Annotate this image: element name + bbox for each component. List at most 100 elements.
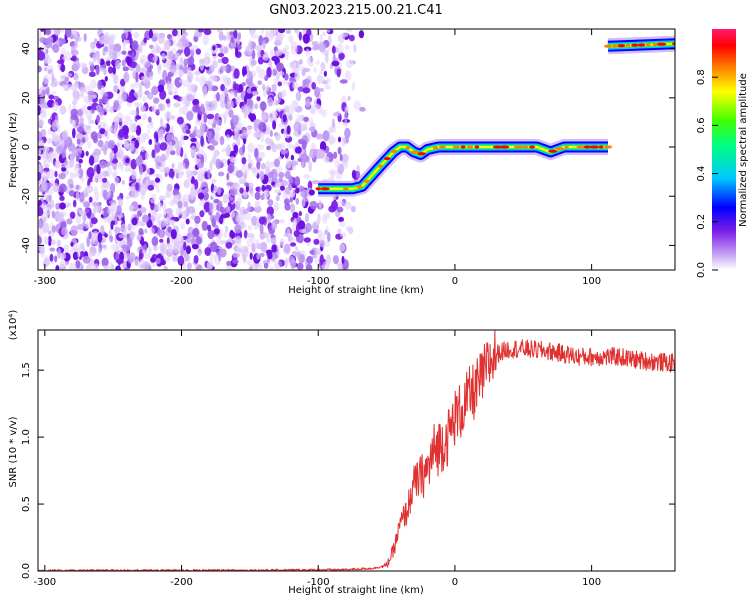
noise-blob	[74, 36, 82, 42]
noise-blob	[131, 170, 137, 180]
noise-blob	[156, 201, 163, 211]
noise-blob	[220, 101, 227, 109]
noise-blob	[148, 245, 152, 256]
noise-blob	[251, 70, 257, 77]
noise-blob	[258, 216, 266, 225]
noise-blob	[292, 81, 299, 90]
noise-blob	[243, 229, 248, 239]
noise-blob	[231, 114, 239, 126]
snr-ticks: -300 -200 -100 0 100 0.0 0.5 1.0 1.5	[21, 330, 675, 588]
noise-blob	[114, 121, 119, 131]
noise-blob	[166, 80, 171, 92]
noise-blob	[135, 63, 141, 73]
signal-track-peak	[460, 145, 466, 149]
noise-blob	[47, 118, 52, 124]
noise-blob	[267, 199, 274, 207]
noise-blob	[315, 60, 320, 65]
noise-blob	[339, 79, 348, 84]
noise-blob	[40, 29, 45, 32]
noise-blob	[176, 40, 183, 50]
noise-blob	[226, 260, 232, 266]
noise-blob	[258, 121, 267, 131]
noise-blob	[248, 29, 256, 35]
noise-blob	[51, 73, 55, 84]
noise-blob	[143, 37, 147, 44]
noise-blob	[55, 265, 60, 270]
noise-blob	[129, 37, 133, 45]
noise-blob	[38, 51, 46, 61]
signal-track-peak	[315, 187, 321, 191]
figure-title: GN03.2023.215.00.21.C41	[269, 3, 443, 18]
spectrogram-xtick-label: -100	[307, 276, 330, 287]
noise-blob	[344, 201, 352, 210]
noise-blob	[85, 208, 90, 214]
noise-blob	[83, 124, 88, 131]
noise-blob	[166, 191, 173, 199]
noise-blob	[42, 152, 48, 160]
noise-blob	[334, 158, 340, 168]
noise-blob	[114, 181, 118, 187]
noise-blob	[138, 175, 143, 186]
noise-blob	[308, 161, 313, 172]
noise-blob	[131, 190, 139, 199]
noise-blob	[206, 130, 212, 139]
noise-blob	[324, 229, 329, 236]
noise-blob	[282, 89, 287, 98]
noise-blob	[358, 30, 365, 39]
noise-blob	[289, 242, 297, 247]
noise-blob	[286, 157, 292, 169]
noise-blob	[148, 139, 153, 145]
signal-track-peak	[432, 146, 439, 150]
noise-blob	[76, 138, 81, 145]
spectrogram-ytick-label: -40	[21, 237, 32, 253]
noise-blob	[123, 71, 130, 83]
noise-blob	[303, 174, 310, 179]
noise-blob	[101, 95, 107, 104]
noise-blob	[294, 70, 300, 82]
noise-blob	[139, 206, 147, 214]
noise-blob	[324, 212, 331, 220]
signal-track-peak	[513, 145, 523, 149]
noise-blob	[221, 91, 225, 100]
noise-blob	[129, 109, 137, 116]
noise-blob	[214, 126, 221, 132]
noise-blob	[61, 84, 69, 89]
noise-blob	[256, 252, 261, 260]
noise-blob	[72, 172, 81, 178]
noise-blob	[175, 209, 183, 216]
noise-blob	[123, 134, 129, 140]
noise-blob	[344, 44, 350, 51]
upper-track-peak	[604, 44, 612, 48]
noise-blob	[54, 29, 61, 36]
noise-blob	[233, 68, 240, 79]
signal-track-peak	[474, 145, 480, 149]
snr-ytick-label: 0.0	[21, 563, 32, 579]
noise-blob	[324, 84, 331, 90]
noise-blob	[300, 153, 308, 162]
noise-blob	[168, 219, 176, 225]
noise-blob	[72, 105, 77, 110]
noise-blob	[128, 252, 136, 263]
noise-blob	[182, 193, 190, 203]
noise-blob	[147, 129, 151, 134]
noise-blob	[51, 90, 57, 96]
noise-blob	[337, 263, 343, 270]
noise-blob	[211, 85, 219, 92]
noise-blob	[216, 119, 222, 126]
noise-blob	[271, 181, 276, 186]
signal-track-peak	[521, 145, 529, 149]
noise-blob	[43, 67, 48, 72]
noise-blob	[204, 247, 212, 256]
noise-blob	[338, 52, 345, 60]
noise-blob	[205, 100, 209, 107]
noise-blob	[38, 235, 42, 245]
noise-blob	[251, 242, 256, 253]
noise-blob	[290, 160, 299, 166]
noise-blob	[301, 197, 306, 208]
noise-blob	[253, 206, 262, 213]
noise-blob	[163, 40, 171, 50]
noise-blob	[97, 232, 103, 243]
noise-blob	[226, 99, 234, 110]
noise-blob	[62, 56, 68, 60]
colorbar-tick-label: 0.4	[696, 166, 707, 182]
